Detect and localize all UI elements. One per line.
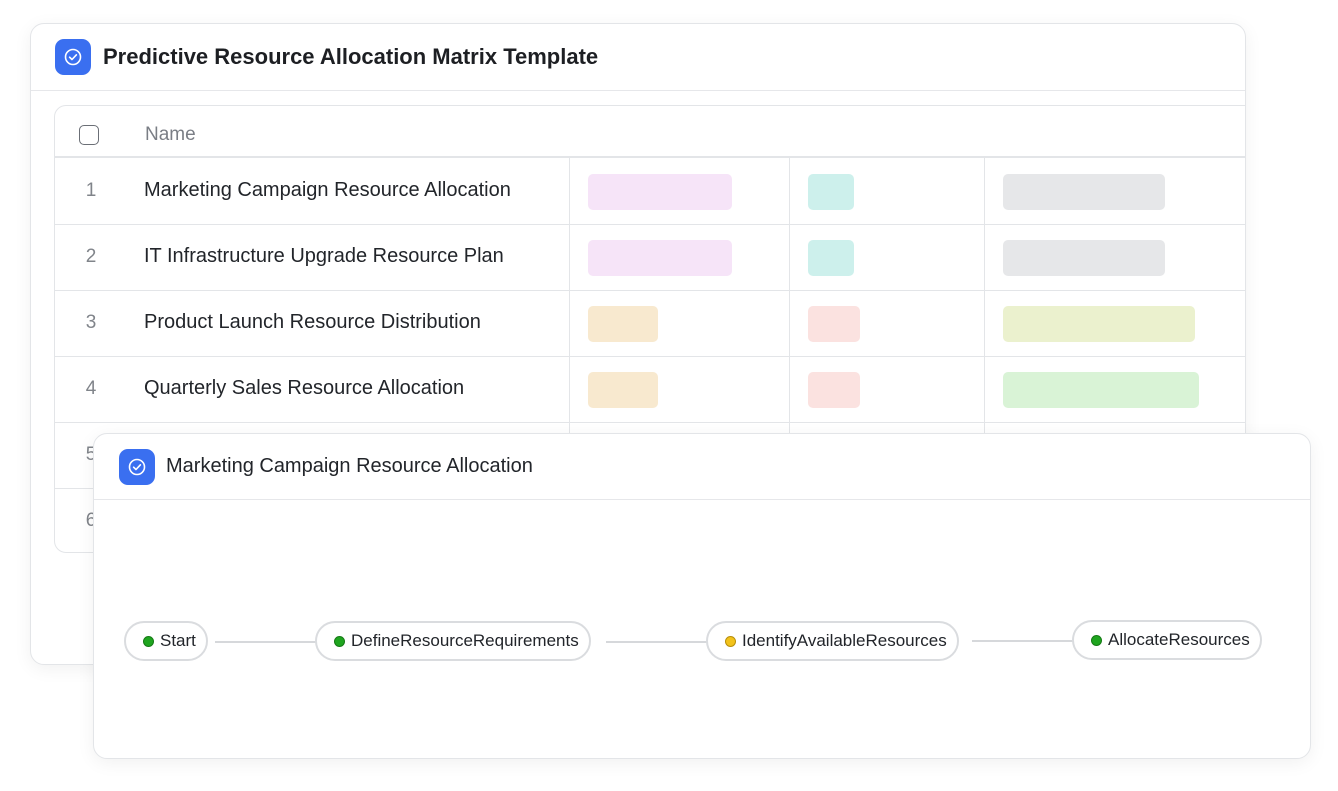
flow-edge — [215, 641, 317, 643]
flow-node-label: AllocateResources — [1108, 630, 1250, 649]
row-name[interactable]: IT Infrastructure Upgrade Resource Plan — [144, 245, 504, 267]
check-circle-icon — [119, 448, 155, 485]
row-number: 6 — [85, 510, 97, 531]
tag-cell — [808, 306, 860, 342]
table-row[interactable]: 1 Marketing Campaign Resource Allocation — [55, 158, 1245, 225]
select-all-checkbox[interactable] — [79, 125, 99, 145]
column-divider — [789, 157, 790, 552]
tag-cell — [588, 174, 732, 210]
flow-node-label: Start — [160, 631, 196, 650]
row-number: 5 — [85, 444, 97, 465]
row-number: 1 — [85, 180, 97, 201]
flow-node-label: IdentifyAvailableResources — [742, 631, 947, 650]
tag-cell — [588, 372, 658, 408]
column-divider — [569, 157, 570, 552]
column-header-name[interactable]: Name — [145, 124, 196, 145]
row-number: 2 — [85, 246, 97, 267]
check-circle-icon — [55, 39, 91, 75]
tag-cell — [1003, 306, 1195, 342]
tag-cell — [1003, 174, 1165, 210]
tag-cell — [808, 174, 854, 210]
flow-node-define-resource-requirements[interactable]: DefineResourceRequirements — [315, 621, 591, 661]
workflow-header: Marketing Campaign Resource Allocation — [94, 434, 1310, 500]
table-row[interactable]: 2 IT Infrastructure Upgrade Resource Pla… — [55, 224, 1245, 291]
row-number: 3 — [85, 312, 97, 333]
tag-cell — [588, 306, 658, 342]
table-row[interactable]: 4 Quarterly Sales Resource Allocation — [55, 356, 1245, 423]
table-row[interactable]: 3 Product Launch Resource Distribution — [55, 290, 1245, 357]
table-header: Name — [55, 106, 1245, 158]
workflow-title: Marketing Campaign Resource Allocation — [166, 455, 533, 477]
tag-cell — [808, 372, 860, 408]
row-number: 4 — [85, 378, 97, 399]
workflow-card: Marketing Campaign Resource Allocation S… — [93, 433, 1311, 759]
tag-cell — [1003, 372, 1199, 408]
column-divider — [984, 157, 985, 552]
page-title: Predictive Resource Allocation Matrix Te… — [103, 44, 599, 69]
table-row[interactable]: 6 — [55, 488, 1245, 552]
flow-node-label: DefineResourceRequirements — [351, 631, 579, 650]
row-name[interactable]: Marketing Campaign Resource Allocation — [144, 179, 511, 201]
template-header: Predictive Resource Allocation Matrix Te… — [31, 24, 1245, 91]
flow-edge — [606, 641, 708, 643]
flow-edge — [972, 640, 1074, 642]
status-dot-icon — [334, 635, 345, 647]
status-dot-icon — [725, 635, 736, 647]
status-dot-icon — [1091, 634, 1102, 646]
tag-cell — [588, 240, 732, 276]
flow-node-allocate-resources[interactable]: AllocateResources — [1072, 620, 1262, 660]
tag-cell — [1003, 240, 1165, 276]
tag-cell — [808, 240, 854, 276]
flow-node-identify-available-resources[interactable]: IdentifyAvailableResources — [706, 621, 959, 661]
status-dot-icon — [143, 635, 154, 647]
flow-node-start[interactable]: Start — [124, 621, 208, 661]
row-name[interactable]: Quarterly Sales Resource Allocation — [144, 377, 465, 399]
row-name[interactable]: Product Launch Resource Distribution — [144, 311, 481, 333]
